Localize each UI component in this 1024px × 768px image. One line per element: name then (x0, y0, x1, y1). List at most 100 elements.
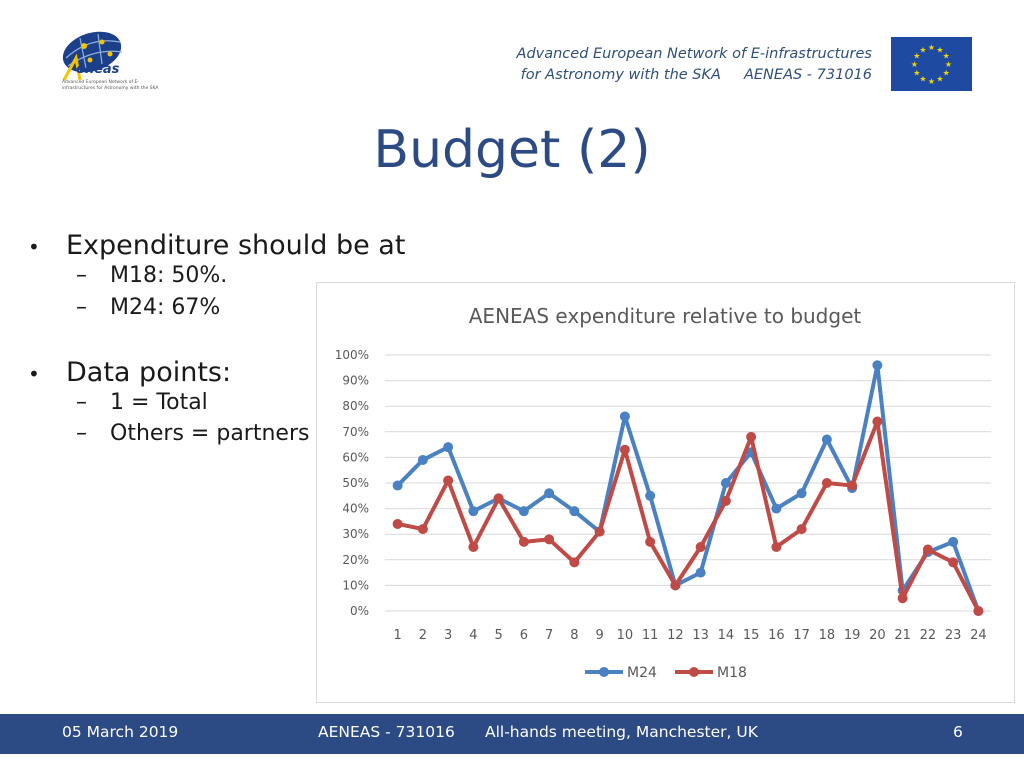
data-point-m18 (645, 536, 656, 547)
x-tick-label: 19 (844, 628, 861, 643)
data-point-m18 (493, 493, 504, 504)
x-tick-label: 21 (894, 628, 911, 643)
legend-marker (689, 667, 699, 677)
data-point-m24 (443, 442, 454, 453)
x-tick-label: 22 (920, 628, 937, 643)
y-tick-label: 10% (342, 578, 369, 592)
y-tick-label: 100% (335, 348, 369, 362)
data-point-m24 (417, 454, 428, 465)
legend-marker (599, 667, 609, 677)
x-tick-label: 7 (545, 628, 553, 643)
y-tick-label: 0% (350, 604, 369, 618)
logo-wordmark: eneas (76, 62, 120, 77)
y-tick-label: 70% (342, 425, 369, 439)
legend-label: M24 (627, 665, 657, 681)
x-tick-label: 4 (469, 628, 477, 643)
sub-text: M18: 50%. (110, 263, 228, 288)
series-line-m18 (397, 419, 981, 612)
x-tick-label: 23 (945, 628, 962, 643)
eu-star-icon: ★ (913, 69, 920, 78)
project-header: Advanced European Network of E-infrastru… (517, 44, 872, 86)
x-tick-label: 9 (595, 628, 603, 643)
data-point-m24 (948, 536, 959, 547)
x-tick-label: 14 (718, 628, 735, 643)
eu-star-icon: ★ (943, 52, 950, 61)
eu-star-icon: ★ (943, 69, 950, 78)
y-tick-label: 20% (342, 553, 369, 567)
data-point-m24 (796, 488, 807, 499)
data-point-m18 (594, 526, 605, 537)
data-point-m18 (746, 431, 757, 442)
data-point-m24 (468, 506, 479, 517)
x-tick-label: 6 (520, 628, 528, 643)
data-point-m18 (872, 416, 883, 427)
logo-subtitle: Advanced European Network of E-infrastru… (62, 80, 159, 91)
data-point-m18 (468, 542, 479, 552)
x-tick-label: 8 (570, 628, 578, 643)
data-point-m18 (973, 606, 984, 616)
data-point-m18 (443, 475, 454, 486)
dash-glyph: – (76, 421, 87, 446)
data-point-m24 (872, 360, 883, 371)
y-tick-label: 90% (342, 374, 369, 388)
eu-star-icon: ★ (919, 45, 926, 54)
eu-star-icon: ★ (936, 75, 943, 84)
eu-star-icon: ★ (928, 77, 935, 86)
eu-star-icon: ★ (919, 75, 926, 84)
header-line-1: Advanced European Network of E-infrastru… (516, 46, 872, 62)
sub-text: Others = partners (110, 421, 310, 446)
data-point-m24 (645, 490, 656, 501)
data-point-m24 (695, 567, 706, 578)
aeneas-logo (50, 28, 168, 94)
dash-glyph: – (76, 295, 87, 320)
sub-text: M24: 67% (110, 295, 221, 320)
legend-label: M18 (717, 665, 747, 681)
eu-flag-icon: ★ ★ ★ ★ ★ ★ ★ ★ ★ ★ ★ ★ (891, 37, 972, 91)
globe-icon (62, 31, 123, 81)
x-tick-label: 2 (419, 628, 427, 643)
data-point-m24 (569, 506, 580, 517)
x-tick-label: 15 (743, 628, 760, 643)
x-tick-label: 17 (793, 628, 810, 643)
bullet-1-sub-1: – M18: 50%. (76, 263, 227, 288)
data-point-m24 (619, 411, 630, 422)
data-point-m18 (392, 518, 403, 529)
series-line-m24 (396, 363, 981, 612)
eu-star-icon: ★ (911, 60, 918, 69)
data-point-m18 (720, 495, 731, 506)
data-point-m18 (948, 557, 959, 568)
x-tick-label: 10 (617, 628, 634, 643)
eu-star-icon: ★ (928, 43, 935, 52)
eu-star-icon: ★ (945, 60, 952, 69)
data-point-m18 (619, 444, 630, 455)
x-tick-label: 11 (642, 628, 659, 643)
data-point-m18 (821, 478, 832, 488)
x-tick-label: 24 (970, 628, 987, 643)
bullet-1: • Expenditure should be at (28, 230, 405, 261)
bullet-2: • Data points: (28, 357, 231, 388)
x-tick-label: 16 (768, 628, 785, 643)
data-point-m18 (695, 542, 706, 552)
data-point-m18 (922, 544, 933, 555)
bullet-1-sub-2: – M24: 67% (76, 295, 220, 320)
data-point-m24 (518, 506, 529, 517)
x-tick-label: 5 (494, 628, 502, 643)
chart-title: AENEAS expenditure relative to budget (469, 304, 862, 328)
dash-glyph: – (76, 263, 87, 288)
data-point-m18 (518, 536, 529, 547)
footer-event: All-hands meeting, Manchester, UK (485, 723, 758, 741)
footer-page-number: 6 (953, 723, 963, 741)
footer-date: 05 March 2019 (62, 723, 179, 741)
eu-star-icon: ★ (913, 52, 920, 61)
y-tick-label: 50% (342, 476, 369, 490)
data-point-m18 (796, 524, 807, 535)
footer-project: AENEAS - 731016 (318, 723, 455, 741)
x-tick-label: 1 (393, 628, 401, 643)
data-point-m24 (771, 503, 782, 514)
expenditure-chart: AENEAS expenditure relative to budget 0% 1… (316, 282, 1015, 703)
bullet-2-sub-1: – 1 = Total (76, 390, 208, 415)
y-tick-label: 80% (342, 399, 369, 413)
bullet-2-text: Data points: (66, 357, 232, 388)
page-title: Budget (2) (373, 120, 651, 180)
bullet-dot: • (28, 235, 40, 259)
